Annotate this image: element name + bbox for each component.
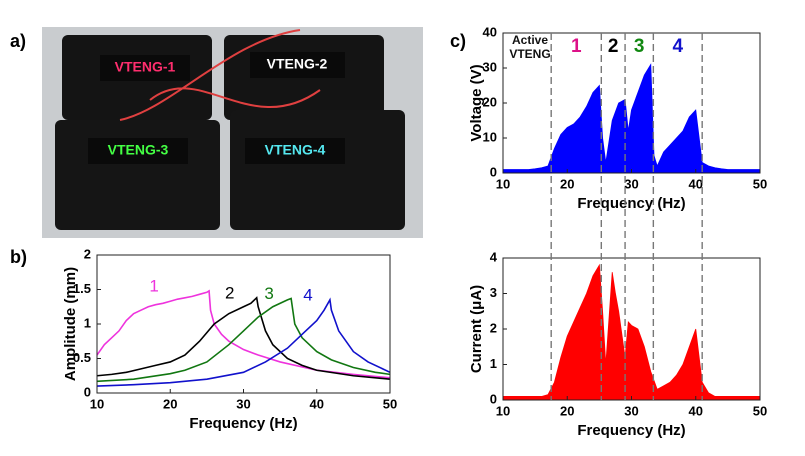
x-tick-label: 20	[163, 396, 177, 411]
series-label: 2	[225, 283, 234, 302]
area	[502, 263, 761, 401]
annotation: Active	[512, 33, 548, 47]
x-tick-label: 20	[560, 403, 574, 418]
x-axis-label: Frequency (Hz)	[577, 195, 685, 212]
photo-label: VTENG-4	[265, 142, 326, 158]
label-plate	[88, 138, 188, 164]
x-axis-label: Frequency (Hz)	[577, 422, 685, 439]
y-tick-label: 1	[84, 315, 91, 330]
annotation: VTENG	[509, 47, 550, 61]
x-axis-label: Frequency (Hz)	[189, 415, 297, 432]
y-tick-label: 0	[490, 164, 497, 179]
panel-label: a)	[10, 31, 26, 51]
series-line	[96, 296, 391, 380]
x-tick-label: 50	[753, 403, 767, 418]
label-plate	[250, 52, 345, 78]
series-line	[96, 289, 391, 379]
x-tick-label: 50	[383, 396, 397, 411]
y-tick-label: 2	[84, 246, 91, 261]
y-tick-label: 0	[490, 391, 497, 406]
label-plate	[100, 55, 190, 81]
y-tick-label: 2	[490, 320, 497, 335]
x-tick-label: 40	[310, 396, 324, 411]
x-tick-label: 30	[236, 396, 250, 411]
wire	[119, 29, 321, 121]
y-tick-label: 10	[483, 129, 497, 144]
y-tick-label: 1	[490, 356, 497, 371]
panel-label: c)	[450, 31, 466, 51]
panel-label: b)	[10, 247, 27, 267]
segment-label: 2	[608, 36, 619, 57]
segment-label: 4	[672, 36, 683, 57]
photo-label: VTENG-2	[267, 56, 328, 72]
series-label: 4	[303, 285, 312, 304]
photo-label: VTENG-1	[115, 59, 176, 75]
y-tick-label: 3	[490, 285, 497, 300]
chart: 1 2 3 4 10 20 30 40 50 0 0.5 1 1.5 2 Frequency (Hz) Amp…	[62, 246, 397, 432]
y-tick-label: 0	[84, 384, 91, 399]
x-tick-label: 40	[689, 176, 703, 191]
x-tick-label: 10	[90, 396, 104, 411]
x-tick-label: 50	[753, 176, 767, 191]
label-plate	[245, 138, 345, 164]
x-tick-label: 10	[496, 176, 510, 191]
y-tick-label: 20	[483, 94, 497, 109]
photo	[42, 27, 423, 238]
y-axis-label: Amplitude (mm)	[62, 267, 79, 381]
y-tick-label: 4	[490, 249, 498, 264]
pad	[55, 120, 220, 230]
y-tick-label: 30	[483, 59, 497, 74]
x-tick-label: 20	[560, 176, 574, 191]
area	[502, 63, 761, 174]
series-label: 3	[264, 284, 273, 303]
x-tick-label: 10	[496, 403, 510, 418]
series-line	[96, 297, 391, 387]
y-axis-label: Voltage (V)	[468, 64, 485, 141]
x-tick-label: 30	[624, 176, 638, 191]
segment-label: 1	[571, 36, 582, 57]
pad	[230, 110, 405, 230]
series-label: 1	[149, 276, 158, 295]
y-tick-label: 1.5	[73, 281, 91, 296]
chart: 10 20 30 40 50 0 1 2 3 4 Frequency (Hz) Current (μA…	[468, 249, 767, 439]
series-line	[96, 297, 391, 383]
y-tick-label: 40	[483, 24, 497, 39]
x-tick-label: 40	[689, 403, 703, 418]
photo-label: VTENG-3	[108, 142, 169, 158]
x-tick-label: 30	[624, 403, 638, 418]
y-axis-label: Current (μA)	[468, 285, 485, 373]
y-tick-label: 0.5	[73, 350, 91, 365]
segment-label: 3	[634, 36, 645, 57]
